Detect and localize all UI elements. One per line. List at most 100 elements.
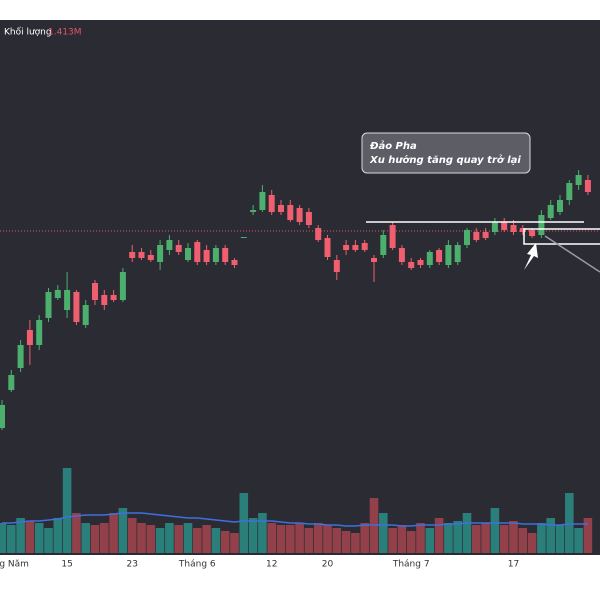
volume-bar	[481, 523, 490, 553]
candle-body	[73, 292, 80, 322]
candle-body	[473, 232, 480, 240]
candle-body	[454, 245, 461, 262]
x-tick-label: Tháng 7	[392, 560, 430, 570]
candle-body	[278, 205, 284, 212]
candle-body	[231, 260, 238, 265]
candle-body	[8, 375, 15, 390]
volume-bar	[81, 523, 90, 553]
candle-body	[389, 225, 396, 248]
volume-bar	[518, 528, 528, 553]
volume-bar	[444, 523, 453, 553]
candle-body	[464, 230, 470, 245]
candle-body	[185, 248, 191, 260]
x-tick-label: ng Năm	[0, 560, 29, 570]
highlight-box	[523, 228, 600, 245]
volume-bar	[379, 513, 388, 553]
volume-bar	[25, 521, 35, 553]
volume-bar	[44, 528, 53, 553]
volume-bar	[0, 523, 7, 553]
candle-body	[36, 320, 43, 345]
volume-bar	[34, 523, 44, 553]
volume-label: 1.413M	[48, 28, 82, 38]
candle-body	[222, 248, 229, 262]
volume-bar	[555, 525, 565, 553]
candle-body	[26, 330, 33, 345]
volume-bar	[462, 513, 472, 553]
volume-bar	[276, 525, 286, 553]
volume-bar	[341, 531, 351, 553]
candle-body	[54, 290, 61, 298]
candle-body	[110, 295, 117, 300]
volume-bar	[165, 523, 174, 553]
candle-body	[194, 242, 201, 262]
annotation-box	[361, 132, 531, 174]
candle-body	[333, 260, 340, 272]
candle-body	[64, 290, 71, 310]
candle-body	[538, 215, 545, 235]
volume-bar	[304, 528, 314, 553]
volume-bar	[574, 528, 583, 553]
volume-bar	[183, 523, 193, 553]
arrow	[524, 243, 538, 270]
candle-body	[138, 252, 145, 258]
volume-bar	[16, 518, 25, 553]
volume-bar	[230, 533, 239, 553]
volume-bar	[397, 525, 407, 553]
candle-body	[129, 252, 136, 258]
candle-body	[519, 228, 526, 232]
volume-bar	[416, 523, 425, 553]
volume-bar	[90, 525, 100, 553]
candle-body	[250, 210, 257, 212]
volume-bar	[527, 533, 537, 553]
volume-bar	[127, 518, 137, 553]
volume-bar	[509, 521, 518, 553]
volume-bar	[406, 531, 416, 553]
volume-bar	[211, 528, 221, 553]
candle-body	[371, 258, 377, 262]
annotation-title: Đảo Pha	[369, 140, 417, 152]
volume-bar	[332, 528, 342, 553]
annotation-text: Xu hướng tăng quay trở lại	[369, 154, 521, 166]
candle-body	[268, 195, 275, 212]
candle-body	[491, 222, 498, 232]
volume-bar	[490, 508, 500, 553]
candle-body	[445, 245, 452, 265]
candle-body	[259, 192, 266, 210]
volume-ma-line	[2, 512, 588, 527]
candle-body	[343, 245, 350, 250]
volume-bar	[100, 523, 109, 553]
volume-bar	[109, 513, 118, 553]
candle-body	[287, 205, 294, 220]
x-tick-label: Tháng 6	[178, 560, 216, 570]
candle-body	[417, 260, 424, 265]
volume-bar	[546, 518, 555, 553]
candle-body	[361, 243, 368, 250]
candle-body	[315, 228, 322, 240]
volume-bar	[53, 518, 63, 553]
x-tick-label: 15	[61, 560, 72, 570]
connector-line	[544, 235, 600, 273]
plot-area	[0, 20, 600, 555]
candle-body	[436, 250, 443, 262]
volume-bar	[137, 523, 146, 553]
candle-body	[510, 225, 517, 232]
volume-bar	[565, 493, 574, 553]
x-tick-label: 23	[126, 560, 137, 570]
plot-layer	[0, 170, 600, 553]
volume-bar	[193, 528, 202, 553]
candle-body	[17, 345, 24, 368]
candle-body	[212, 248, 219, 262]
candle-body	[566, 183, 573, 200]
volume-bar	[425, 528, 435, 553]
volume-title: Khối lượng	[4, 27, 52, 38]
candle-body	[408, 262, 415, 268]
volume-bar	[72, 513, 81, 553]
volume-bar	[202, 525, 211, 553]
volume-bar	[453, 521, 462, 553]
candle-body	[157, 245, 164, 262]
volume-bar	[295, 523, 304, 553]
volume-bar	[286, 525, 295, 553]
candle-body	[305, 212, 312, 225]
candle-body	[92, 283, 98, 300]
volume-bar	[155, 528, 165, 553]
